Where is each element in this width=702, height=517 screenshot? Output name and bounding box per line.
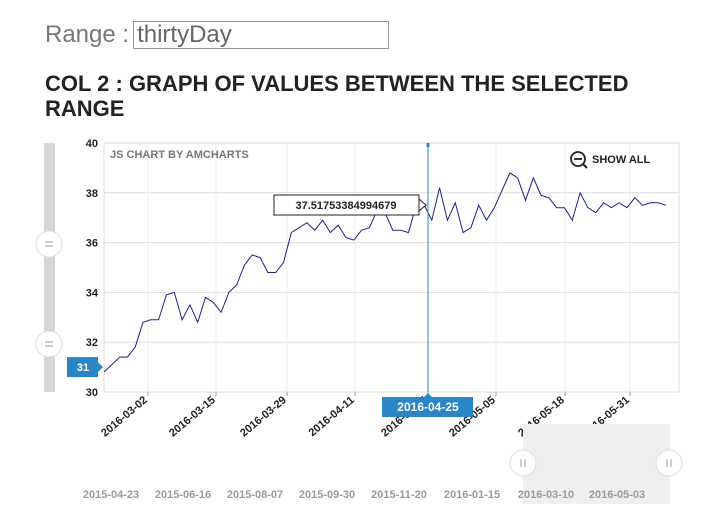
plot-frame bbox=[103, 142, 680, 393]
y-tick-label: 34 bbox=[86, 287, 99, 299]
value-balloon-pointer bbox=[418, 197, 427, 213]
show-all-label: SHOW ALL bbox=[592, 154, 651, 166]
scrollbar-date-label: 2016-05-03 bbox=[589, 489, 645, 501]
x-tick-label: 2016-04-11 bbox=[307, 394, 357, 439]
x-tick-label: 2016-03-02 bbox=[99, 394, 150, 439]
y-tick-label: 32 bbox=[86, 337, 98, 349]
y-tick-label: 30 bbox=[86, 387, 98, 399]
section-title: COL 2 : GRAPH OF VALUES BETWEEN THE SELE… bbox=[45, 71, 629, 121]
range-label: Range : bbox=[45, 21, 130, 48]
scrollbar-date-label: 2016-01-15 bbox=[444, 489, 500, 501]
zoom-out-icon-handle bbox=[582, 163, 588, 169]
cursor-date-pointer bbox=[423, 393, 433, 398]
y-tick-label: 38 bbox=[86, 188, 98, 200]
x-tick-label: 2016-03-15 bbox=[167, 394, 218, 439]
h-scrollbar-selection[interactable] bbox=[523, 424, 670, 504]
v-scrollbar-track[interactable] bbox=[44, 143, 55, 392]
cursor-value-pointer bbox=[98, 362, 103, 373]
scrollbar-date-label: 2016-03-10 bbox=[518, 489, 574, 501]
v-scrollbar-grip[interactable] bbox=[35, 230, 63, 258]
scrollbar-date-label: 2015-06-16 bbox=[155, 489, 211, 501]
range-row: Range : bbox=[45, 19, 390, 51]
cursor-date-box bbox=[382, 397, 473, 417]
h-scrollbar-grip[interactable] bbox=[509, 449, 537, 477]
y-tick-label: 36 bbox=[86, 238, 98, 250]
scrollbar-date-label: 2015-04-23 bbox=[83, 489, 139, 501]
h-scrollbar-grip[interactable] bbox=[655, 449, 683, 477]
scrollbar-date-label: 2015-09-30 bbox=[299, 489, 355, 501]
zoom-out-icon bbox=[570, 151, 586, 167]
cursor-value-box bbox=[67, 357, 98, 378]
v-scrollbar-grip[interactable] bbox=[35, 330, 63, 358]
x-tick-label: 2016-03-29 bbox=[238, 394, 289, 439]
y-tick-label: 40 bbox=[86, 138, 98, 150]
range-input[interactable] bbox=[133, 21, 390, 49]
cursor-date-label: 2016-04-25 bbox=[397, 400, 459, 414]
scrollbar-date-label: 2015-08-07 bbox=[227, 489, 283, 501]
chart-credit: JS CHART BY AMCHARTS bbox=[110, 149, 249, 161]
v-scrollbar-thumb[interactable] bbox=[44, 143, 55, 392]
cursor-value-label: 31 bbox=[77, 362, 89, 374]
show-all-button[interactable]: SHOW ALL bbox=[570, 151, 651, 169]
value-balloon-text: 37.51753384994679 bbox=[296, 200, 397, 212]
scrollbar-date-label: 2015-11-20 bbox=[371, 489, 427, 501]
cursor-top-marker bbox=[426, 143, 430, 147]
